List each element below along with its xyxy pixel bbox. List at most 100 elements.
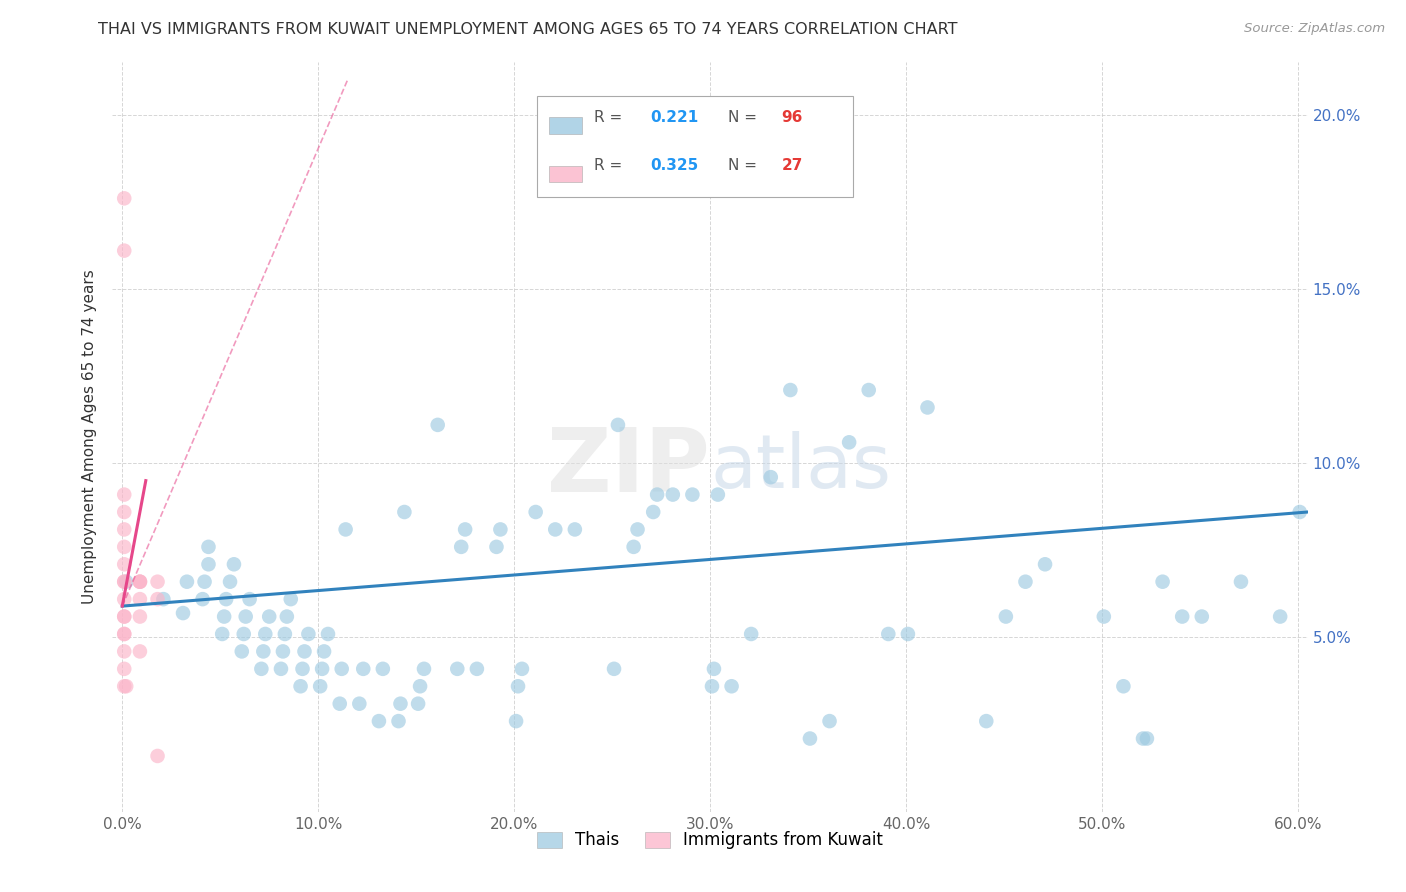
Point [112,487,135,501]
Point [250,662,273,676]
Point [280,592,302,607]
Point [352,662,374,676]
FancyBboxPatch shape [548,166,582,182]
Point [115,679,138,693]
Point [274,627,297,641]
Point [257,609,280,624]
Point [389,697,412,711]
Point [623,540,645,554]
Point [626,523,648,537]
Point [759,470,782,484]
Point [329,697,352,711]
Point [129,644,152,658]
Point [603,662,626,676]
Point [974,714,997,728]
Point [129,592,152,607]
Point [485,540,508,554]
Point [818,714,841,728]
Point [607,417,630,432]
Point [564,523,586,537]
Point [662,487,685,501]
Text: atlas: atlas [710,431,891,504]
Point [897,627,920,641]
Point [446,662,468,676]
Point [1136,731,1159,746]
Point [740,627,762,641]
Point [707,487,730,501]
Point [112,627,135,641]
Legend: Thais, Immigrants from Kuwait: Thais, Immigrants from Kuwait [530,824,890,855]
Y-axis label: Unemployment Among Ages 65 to 74 years: Unemployment Among Ages 65 to 74 years [82,269,97,605]
FancyBboxPatch shape [537,96,853,197]
Point [197,540,219,554]
Point [1268,609,1291,624]
Point [643,505,665,519]
Point [129,574,152,589]
Text: 96: 96 [782,110,803,125]
Point [193,574,215,589]
Point [297,627,319,641]
Point [700,679,723,693]
Point [450,540,472,554]
Point [112,505,135,519]
Point [270,662,292,676]
Point [506,679,529,693]
Point [409,679,432,693]
Point [426,417,449,432]
Point [309,679,332,693]
Point [276,609,298,624]
Point [212,609,235,624]
Text: N =: N = [728,159,762,173]
Text: N =: N = [728,110,762,125]
Point [129,574,152,589]
Point [254,627,277,641]
Point [703,662,725,676]
Point [779,383,801,397]
Point [524,505,547,519]
Point [219,574,242,589]
Point [290,679,312,693]
Point [316,627,339,641]
Point [1171,609,1194,624]
Point [465,662,488,676]
Point [222,558,245,572]
Point [394,505,416,519]
Point [112,540,135,554]
Text: 27: 27 [782,159,803,173]
Point [112,523,135,537]
Point [112,574,135,589]
Point [1191,609,1213,624]
Point [330,662,353,676]
Point [510,662,533,676]
Point [799,731,821,746]
Point [129,609,152,624]
Point [146,592,169,607]
Point [211,627,233,641]
Point [1033,558,1056,572]
Text: R =: R = [595,159,627,173]
Point [176,574,198,589]
Point [172,606,194,620]
Point [146,574,169,589]
Point [191,592,214,607]
Point [454,523,477,537]
Point [239,592,262,607]
Point [1092,609,1115,624]
Point [112,244,135,258]
Point [311,662,333,676]
Point [112,627,135,641]
Point [645,487,668,501]
Point [720,679,742,693]
Point [917,401,939,415]
Point [368,714,391,728]
Point [1230,574,1253,589]
Point [312,644,335,658]
Point [838,435,860,450]
Point [271,644,294,658]
Point [112,609,135,624]
Point [489,523,512,537]
Point [215,592,238,607]
Point [197,558,219,572]
Point [115,574,138,589]
Text: R =: R = [595,110,627,125]
